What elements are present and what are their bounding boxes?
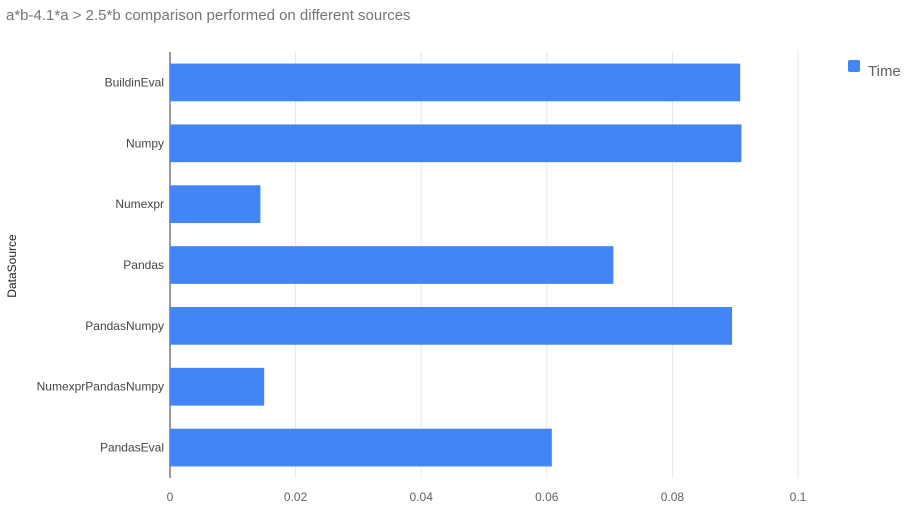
x-tick-label: 0 <box>167 490 174 504</box>
bar-buildineval[interactable] <box>170 63 741 102</box>
x-tick-label: 0.04 <box>410 490 434 504</box>
bars[interactable] <box>170 63 742 467</box>
x-tick-label: 0.1 <box>790 490 807 504</box>
y-axis-title: DataSource <box>5 234 19 298</box>
category-label: Numexpr <box>115 197 164 211</box>
bar-pandas[interactable] <box>170 246 614 284</box>
x-tick-label: 0.08 <box>661 490 685 504</box>
category-label: BuildinEval <box>105 75 164 89</box>
category-label: PandasNumpy <box>85 319 164 333</box>
category-label: Numpy <box>126 136 164 150</box>
bar-pandasnumpy[interactable] <box>170 306 733 345</box>
category-label: Pandas <box>123 258 164 272</box>
bar-numpy[interactable] <box>170 124 742 163</box>
category-label: PandasEval <box>100 441 164 455</box>
bar-pandaseval[interactable] <box>170 428 552 467</box>
category-label: NumexprPandasNumpy <box>37 380 164 394</box>
legend-label-time: Time <box>868 63 901 80</box>
x-tick-label: 0.02 <box>284 490 308 504</box>
x-tick-labels: 0 0.02 0.04 0.06 0.08 0.1 <box>167 490 807 504</box>
bar-numexprpandasnumpy[interactable] <box>170 367 265 406</box>
bar-numexpr[interactable] <box>170 185 261 224</box>
chart-title: a*b-4.1*a > 2.5*b comparison performed o… <box>6 7 411 24</box>
x-tick-label: 0.06 <box>535 490 559 504</box>
legend-swatch <box>848 60 860 72</box>
legend[interactable]: Time <box>848 60 901 80</box>
category-labels: BuildinEval Numpy Numexpr Pandas PandasNumpy… <box>37 75 164 454</box>
